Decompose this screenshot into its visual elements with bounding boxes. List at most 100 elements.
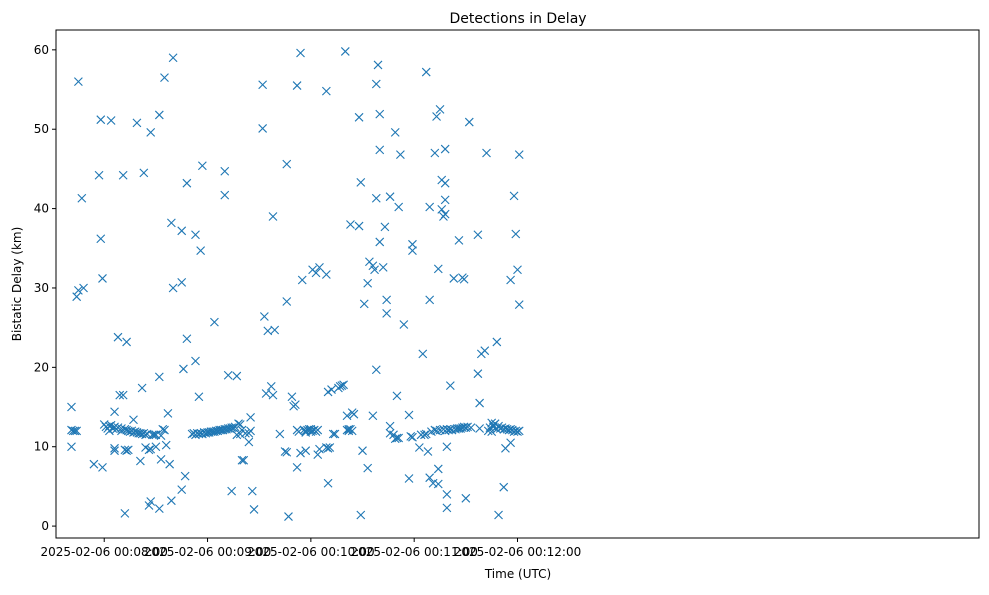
points-layer — [67, 47, 524, 521]
data-point — [327, 385, 336, 394]
data-point — [247, 486, 257, 496]
data-point — [72, 292, 82, 302]
data-point — [282, 297, 292, 306]
data-point — [433, 479, 443, 489]
data-point — [449, 274, 459, 283]
data-point — [363, 463, 373, 473]
data-point — [287, 392, 297, 402]
data-point — [120, 445, 130, 455]
data-point — [120, 509, 130, 518]
data-point — [511, 229, 521, 239]
data-point — [492, 337, 502, 347]
data-point — [475, 398, 485, 408]
data-point — [514, 150, 524, 160]
data-point — [191, 356, 200, 366]
data-point — [356, 178, 366, 187]
data-point — [433, 264, 443, 274]
data-point — [435, 104, 445, 114]
data-point — [117, 424, 126, 433]
data-point — [135, 456, 145, 466]
data-point — [94, 170, 104, 180]
data-point — [154, 504, 164, 514]
data-point — [179, 364, 188, 374]
data-point — [154, 372, 164, 382]
data-point — [166, 496, 176, 506]
data-point — [132, 118, 142, 128]
data-point — [210, 427, 219, 437]
data-point — [421, 429, 431, 439]
data-point — [430, 148, 440, 158]
data-point — [158, 424, 168, 434]
data-point — [375, 145, 385, 155]
data-point — [404, 410, 414, 420]
data-point — [220, 166, 230, 176]
data-point — [466, 423, 476, 433]
data-point — [513, 427, 522, 437]
data-point — [258, 124, 268, 133]
data-point — [390, 128, 400, 137]
data-point — [321, 443, 331, 452]
data-point — [98, 274, 107, 283]
data-point — [154, 110, 164, 120]
x-tick-label: 2025-02-06 00:12:00 — [454, 545, 581, 559]
data-point — [220, 190, 230, 200]
data-point — [311, 268, 321, 278]
data-point — [385, 421, 395, 431]
data-point — [330, 429, 340, 439]
data-point — [268, 390, 278, 400]
data-point — [146, 128, 156, 137]
x-tick-label: 2025-02-06 00:10:00 — [247, 545, 374, 559]
data-point — [156, 431, 166, 440]
data-point — [139, 168, 149, 178]
data-point — [392, 391, 402, 401]
data-point — [180, 471, 190, 481]
data-point — [513, 265, 522, 275]
data-point — [499, 482, 509, 492]
data-point — [321, 86, 331, 96]
data-point — [244, 437, 254, 447]
data-point — [371, 365, 381, 375]
data-point — [115, 390, 125, 400]
data-point — [342, 411, 352, 421]
data-point — [227, 486, 237, 496]
data-point — [442, 442, 452, 452]
data-point — [168, 283, 178, 293]
data-point — [440, 178, 450, 188]
y-tick-label: 10 — [34, 440, 49, 454]
data-point — [313, 425, 323, 435]
data-point — [418, 349, 428, 359]
data-point — [266, 382, 276, 391]
data-point — [218, 425, 228, 435]
data-point — [406, 432, 416, 441]
data-point — [223, 370, 233, 380]
data-point — [177, 278, 187, 287]
data-point — [463, 422, 472, 432]
data-point — [494, 510, 503, 520]
data-point — [370, 265, 379, 275]
data-point — [442, 489, 452, 499]
data-point — [227, 423, 237, 433]
y-axis: 0 10 20 30 40 50 60 — [34, 43, 56, 533]
y-tick-label: 60 — [34, 43, 49, 57]
data-point — [118, 390, 128, 400]
data-point — [323, 478, 333, 488]
data-point — [359, 299, 369, 309]
data-point — [122, 337, 131, 347]
data-point — [146, 444, 156, 454]
data-point — [110, 446, 119, 456]
data-point — [182, 334, 192, 344]
data-point — [210, 317, 219, 327]
data-point — [110, 407, 119, 417]
data-point — [480, 346, 490, 356]
data-point — [296, 448, 305, 458]
data-point — [237, 455, 247, 465]
data-point — [380, 222, 390, 232]
data-point — [141, 430, 150, 440]
data-point — [442, 503, 452, 513]
data-point — [378, 262, 388, 272]
data-point — [385, 192, 395, 202]
data-point — [191, 230, 200, 240]
data-point — [168, 53, 178, 63]
data-point — [432, 426, 441, 436]
data-point — [284, 512, 293, 521]
